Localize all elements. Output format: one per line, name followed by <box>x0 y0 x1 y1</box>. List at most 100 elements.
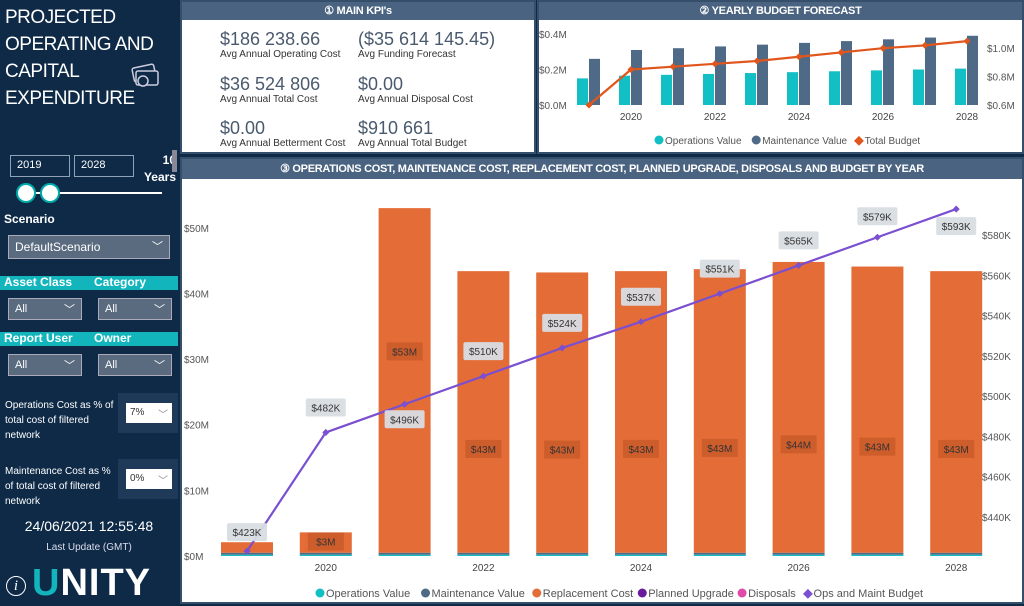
y2-tick-label: $440K <box>982 513 1011 524</box>
y-tick-label: $10M <box>184 486 209 497</box>
data-label-bg <box>780 435 817 454</box>
bar-maintenance-value <box>851 552 904 555</box>
data-label-bg <box>701 438 738 457</box>
chevron-down-icon: ﹀ <box>64 360 75 372</box>
line-data-label: $524K <box>548 319 577 330</box>
kpi-label: Avg Annual Total Budget <box>358 138 467 149</box>
bar-maintenance-value <box>757 44 768 105</box>
legend-marker <box>315 588 325 598</box>
x-tick-label: 2024 <box>788 112 811 123</box>
line-point <box>401 400 409 408</box>
bar-operations-value <box>851 554 904 556</box>
bar-data-label: $43M <box>550 446 575 457</box>
legend-marker <box>802 588 813 599</box>
ops-pct-value: 7% <box>130 407 145 418</box>
filter-sidebar: PROJECTED OPERATING AND CAPITAL EXPENDIT… <box>0 0 178 604</box>
bar-operations-value <box>661 74 672 105</box>
line-total-budget <box>588 40 968 106</box>
bar-operations-value <box>577 78 588 105</box>
category-label: Category <box>94 275 147 289</box>
y-tick-label: $0M <box>184 552 203 563</box>
legend-marker <box>751 135 761 145</box>
line-point <box>585 101 593 109</box>
slider-handle-start[interactable] <box>16 183 36 203</box>
bar-maintenance-value <box>925 37 936 105</box>
x-tick-label: 2022 <box>704 112 727 123</box>
y-tick-label: $50M <box>184 224 209 235</box>
category-dropdown[interactable]: All ﹀ <box>98 298 172 320</box>
owner-dropdown[interactable]: All ﹀ <box>98 354 172 376</box>
data-label-bg <box>544 440 581 459</box>
x-tick-label: 2028 <box>956 112 979 123</box>
y-tick-label: $20M <box>184 421 209 432</box>
year-range-slider-track[interactable] <box>18 192 162 194</box>
bar-data-label: $3M <box>316 538 335 549</box>
line-point <box>837 48 845 56</box>
y2-tick-label: $560K <box>982 271 1011 282</box>
panel-title: ① MAIN KPI's <box>182 2 534 20</box>
data-label-bg <box>465 439 502 458</box>
bar-operations-value <box>745 73 756 105</box>
slider-handle-end[interactable] <box>40 183 60 203</box>
chevron-down-icon: ﹀ <box>158 410 168 421</box>
kpi-label: Avg Funding Forecast <box>358 49 456 60</box>
title-line: CAPITAL <box>5 61 80 82</box>
bar-replacement-cost <box>221 542 273 553</box>
chevron-down-icon: ﹀ <box>158 476 168 487</box>
legend-label: Total Budget <box>865 136 921 147</box>
line-point <box>637 318 645 326</box>
kpi-value: $36 524 806 <box>220 74 321 94</box>
bar-operations-value <box>871 70 882 105</box>
legend-label: Replacement Cost <box>543 588 634 600</box>
line-data-label: $510K <box>469 347 498 358</box>
asset-class-dropdown[interactable]: All ﹀ <box>8 298 82 320</box>
bar-operations-value <box>913 69 924 105</box>
line-point <box>627 65 635 74</box>
maint-pct-dropdown[interactable]: 0% ﹀ <box>118 459 178 499</box>
bar-maintenance-value <box>378 552 431 555</box>
sidebar-scrollbar[interactable] <box>172 150 177 172</box>
report-user-label: Report User <box>4 331 73 345</box>
bar-maintenance-value <box>772 552 825 555</box>
cost-by-year-panel: ③ OPERATIONS COST, MAINTENANCE COST, REP… <box>180 157 1024 604</box>
x-tick-label: 2022 <box>472 563 495 574</box>
report-user-dropdown[interactable]: All ﹀ <box>8 354 82 376</box>
bar-maintenance-value <box>673 48 684 105</box>
panel-title: ③ OPERATIONS COST, MAINTENANCE COST, REP… <box>182 159 1022 179</box>
x-tick-label: 2026 <box>787 563 810 574</box>
line-point <box>952 205 960 213</box>
x-tick-label: 2020 <box>315 563 338 574</box>
bar-replacement-cost <box>930 271 983 553</box>
line-point <box>479 372 487 380</box>
kpi-card: $910 661 Avg Annual Total Budget <box>358 118 467 149</box>
ops-pct-dropdown[interactable]: 7% ﹀ <box>118 393 178 433</box>
owner-value: All <box>105 359 118 371</box>
data-label-bg <box>936 217 977 236</box>
kpi-value: $910 661 <box>358 118 434 138</box>
legend-label: Operations Value <box>665 136 742 147</box>
scenario-dropdown[interactable]: DefaultScenario ﹀ <box>8 235 170 259</box>
data-label-bg <box>938 439 975 458</box>
line-point <box>873 233 881 241</box>
bar-operations-value <box>221 554 273 556</box>
bar-operations-value <box>787 72 798 105</box>
info-icon[interactable]: i <box>6 576 26 596</box>
bar-operations-value <box>615 554 667 556</box>
bar-data-label: $43M <box>944 445 969 456</box>
unity-logo: UNITY <box>32 562 152 604</box>
data-label-bg <box>542 313 583 332</box>
yearly-budget-panel: ② YEARLY BUDGET FORECAST $0.0M $0.2M $0.4M… <box>537 0 1024 154</box>
line-point <box>795 261 803 269</box>
line-data-label: $593K <box>942 222 971 233</box>
year-to-input[interactable]: 2028 <box>74 155 134 177</box>
legend-label: Disposals <box>748 588 796 600</box>
report-user-value: All <box>15 359 28 371</box>
bar-data-label: $43M <box>707 444 732 455</box>
legend-marker <box>421 588 431 598</box>
x-tick-label: 2024 <box>630 563 653 574</box>
year-from-input[interactable]: 2019 <box>10 155 70 177</box>
years-count: 10 Years <box>140 152 176 186</box>
asset-class-value: All <box>15 303 28 315</box>
data-label-bg <box>623 439 659 458</box>
main-kpis-panel: ① MAIN KPI's $186 238.66 Avg Annual Opera… <box>180 0 536 154</box>
